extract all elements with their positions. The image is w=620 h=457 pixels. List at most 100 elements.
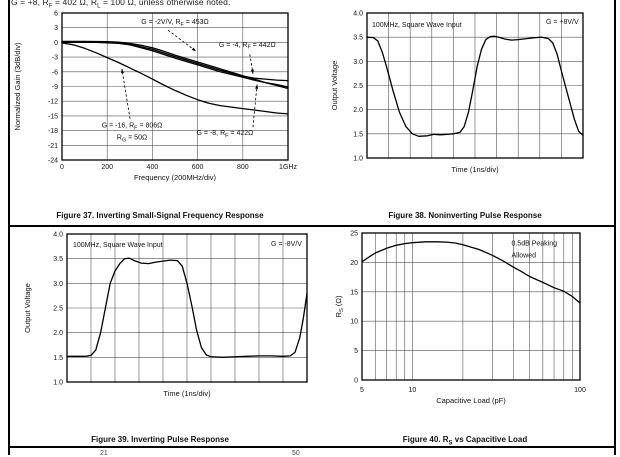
- row-divider-line: [8, 225, 616, 227]
- x-axis-title: Time (1ns/div): [163, 389, 211, 398]
- annotation-0: 0.5dB Peaking Allowed: [511, 240, 557, 259]
- axis-tick-labels: 0 200 400 600 800 1GHz 6 3 0 -3 -6 -9 -12 -15 -18 -21 -2…: [48, 11, 298, 172]
- annotation-0: G = -2V/V, RF = 453Ω: [141, 19, 209, 52]
- svg-text:-12: -12: [48, 99, 58, 106]
- svg-text:100MHz, Square Wave Input: 100MHz, Square Wave Input: [372, 22, 462, 29]
- figure-40: 5 10 100 25 20 15 10 5 0 Capacitive Load (pF) RS (…: [315, 226, 615, 413]
- svg-text:3.5: 3.5: [353, 35, 363, 42]
- svg-text:200: 200: [101, 164, 113, 171]
- svg-text:-3: -3: [52, 55, 58, 62]
- next-row-tick-fragment-right: 50: [292, 450, 300, 457]
- plot-border: [66, 233, 308, 383]
- annotation-arrowhead: [255, 84, 259, 89]
- svg-text:0: 0: [354, 378, 358, 385]
- svg-text:2.5: 2.5: [53, 306, 63, 313]
- svg-text:5: 5: [360, 387, 364, 394]
- svg-text:-24: -24: [48, 158, 58, 165]
- svg-text:0: 0: [60, 164, 64, 171]
- svg-text:-15: -15: [48, 113, 58, 120]
- figure-39-chart: 4.0 3.5 3.0 2.5 2.0 1.5 1.0 Time (1ns/div) Outpu…: [23, 232, 308, 398]
- svg-text:-6: -6: [52, 69, 58, 76]
- series-curve-0: [366, 35, 584, 137]
- series-curve-0: [61, 40, 289, 90]
- grid: [367, 13, 583, 158]
- svg-text:G = +8V/V: G = +8V/V: [546, 19, 579, 26]
- annotation-arrowhead: [121, 68, 125, 74]
- figure-38-chart: 4.0 3.5 3.0 2.5 2.0 1.5 1.0 Time (1ns/div) Outpu…: [330, 11, 584, 174]
- annotation-arrowhead: [191, 47, 197, 52]
- svg-text:Allowed: Allowed: [511, 252, 536, 259]
- svg-text:100MHz, Square Wave Input: 100MHz, Square Wave Input: [73, 242, 163, 249]
- svg-text:2.0: 2.0: [53, 330, 63, 337]
- figure-39: 4.0 3.5 3.0 2.5 2.0 1.5 1.0 Time (1ns/div) Outpu…: [10, 226, 310, 413]
- grid: [67, 234, 307, 382]
- svg-text:800: 800: [237, 164, 249, 171]
- annotation-0: 100MHz, Square Wave Input: [73, 242, 163, 249]
- axis-tick-labels: 4.0 3.5 3.0 2.5 2.0 1.5 1.0: [353, 11, 363, 163]
- svg-text:0.5dB Peaking: 0.5dB Peaking: [511, 240, 557, 247]
- x-axis-title: Capacitive Load (pF): [436, 396, 506, 405]
- annotation-3: G = -8, RF = 422Ω: [197, 84, 259, 139]
- svg-text:20: 20: [350, 260, 358, 267]
- svg-text:400: 400: [147, 164, 159, 171]
- grid: [362, 233, 580, 380]
- svg-text:G = -4, RF = 442Ω: G = -4, RF = 442Ω: [219, 42, 276, 51]
- x-axis-title: Time (1ns/div): [451, 165, 499, 174]
- x-axis-title: Frequency (200MHz/div): [134, 173, 217, 182]
- y-axis-title: Normalized Gain (3dB/div): [13, 42, 22, 130]
- figure-37-chart: 0 200 400 600 800 1GHz 6 3 0 -3 -6 -9 -12 -15 -18 -21 -2…: [13, 11, 298, 183]
- y-axis-title: Output Voltage: [23, 283, 32, 333]
- svg-text:10: 10: [350, 319, 358, 326]
- svg-text:10: 10: [409, 387, 417, 394]
- plot-border: [361, 232, 581, 381]
- annotation-arrowhead: [250, 69, 254, 74]
- svg-text:600: 600: [192, 164, 204, 171]
- svg-text:1GHz: 1GHz: [279, 164, 297, 171]
- series-curve-0: [66, 257, 308, 358]
- next-row-tick-fragment-left: 21: [100, 450, 108, 457]
- figure-37-caption: Figure 37. Inverting Small-Signal Freque…: [56, 211, 264, 220]
- plot-border: [366, 12, 584, 159]
- annotation-0: 100MHz, Square Wave Input: [372, 22, 462, 29]
- page-border-left: [8, 0, 10, 455]
- svg-text:-9: -9: [52, 84, 58, 91]
- svg-text:1.0: 1.0: [53, 380, 63, 387]
- svg-text:4.0: 4.0: [353, 11, 363, 18]
- svg-text:15: 15: [350, 289, 358, 296]
- series-curve-0: [361, 241, 581, 304]
- bottom-divider-line: [8, 446, 616, 448]
- svg-text:3.0: 3.0: [353, 59, 363, 66]
- svg-text:0: 0: [54, 40, 58, 47]
- series-curve-2: [61, 41, 289, 88]
- svg-text:1.0: 1.0: [353, 156, 363, 163]
- svg-text:G = -2V/V, RF = 453Ω: G = -2V/V, RF = 453Ω: [141, 19, 208, 28]
- test-conditions-line: G = +8, RF = 402 Ω, RL = 100 Ω, unless o…: [11, 0, 231, 10]
- svg-text:2.5: 2.5: [353, 83, 363, 90]
- svg-text:100: 100: [574, 387, 586, 394]
- series-curve-3: [61, 42, 289, 115]
- svg-text:1.5: 1.5: [53, 355, 63, 362]
- svg-text:5: 5: [354, 348, 358, 355]
- svg-text:G = -16, RF = 806Ω: G = -16, RF = 806Ω: [102, 123, 163, 132]
- figure-40-caption: Figure 40. RS vs Capacitive Load: [402, 435, 528, 447]
- annotation-leader-line: [121, 68, 131, 119]
- svg-text:1.5: 1.5: [353, 131, 363, 138]
- svg-text:RG = 50Ω: RG = 50Ω: [117, 135, 147, 144]
- figure-39-caption: Figure 39. Inverting Pulse Response: [91, 435, 229, 444]
- svg-text:4.0: 4.0: [53, 232, 63, 239]
- annotation-2: G = -16, RF = 806Ω RG = 50Ω: [102, 68, 163, 144]
- svg-text:-18: -18: [48, 128, 58, 135]
- svg-text:G = -8V/V: G = -8V/V: [271, 241, 302, 248]
- annotation-1: G = -8V/V: [271, 241, 302, 248]
- svg-text:6: 6: [54, 11, 58, 18]
- figure-37: 0 200 400 600 800 1GHz 6 3 0 -3 -6 -9 -12 -15 -18 -21 -2…: [10, 6, 310, 197]
- figure-38: 4.0 3.5 3.0 2.5 2.0 1.5 1.0 Time (1ns/div) Outpu…: [315, 6, 615, 197]
- annotation-leader-line: [252, 84, 258, 128]
- y-axis-title: Output Voltage: [330, 61, 339, 111]
- svg-text:3: 3: [54, 25, 58, 32]
- svg-text:3.0: 3.0: [53, 281, 63, 288]
- svg-text:25: 25: [350, 231, 358, 238]
- axis-tick-labels: 4.0 3.5 3.0 2.5 2.0 1.5 1.0: [53, 232, 63, 387]
